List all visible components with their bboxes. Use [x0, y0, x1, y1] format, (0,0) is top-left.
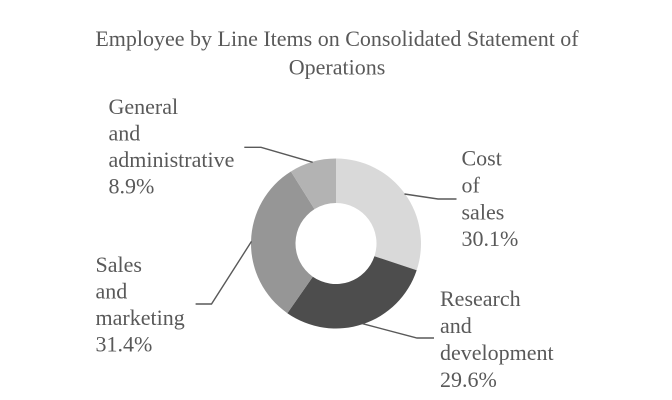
svg-text:development: development [440, 340, 554, 365]
svg-text:Sales: Sales [96, 252, 142, 277]
svg-text:29.6%: 29.6% [440, 367, 497, 392]
svg-text:Employee by Line Items on Cons: Employee by Line Items on Consolidated S… [95, 26, 579, 51]
svg-text:administrative: administrative [109, 147, 235, 172]
svg-text:8.9%: 8.9% [109, 174, 155, 199]
svg-text:of: of [462, 173, 481, 198]
svg-text:and: and [96, 279, 128, 304]
svg-text:General: General [109, 94, 179, 119]
svg-text:and: and [440, 313, 472, 338]
svg-text:Operations: Operations [289, 55, 386, 80]
svg-text:marketing: marketing [96, 305, 185, 330]
svg-text:Cost: Cost [462, 146, 502, 171]
svg-text:sales: sales [462, 200, 505, 225]
svg-text:30.1%: 30.1% [462, 226, 519, 251]
svg-text:31.4%: 31.4% [96, 332, 153, 357]
svg-text:and: and [109, 121, 141, 146]
svg-text:Research: Research [440, 286, 521, 311]
